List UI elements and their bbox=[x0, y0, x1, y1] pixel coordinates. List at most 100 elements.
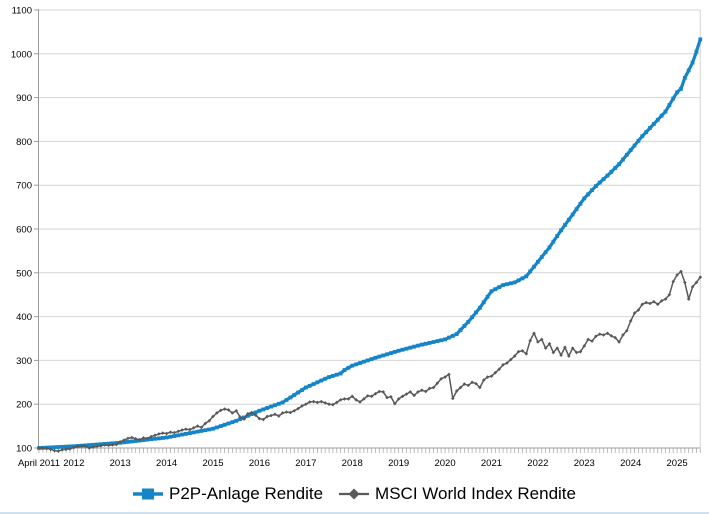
p2p-point-marker bbox=[91, 442, 96, 447]
y-tick-label: 500 bbox=[16, 268, 32, 279]
msci-point-marker bbox=[296, 406, 300, 411]
msci-point-marker bbox=[690, 285, 695, 289]
p2p-point-marker bbox=[288, 395, 293, 400]
p2p-point-marker bbox=[450, 333, 455, 338]
p2p-point-marker bbox=[180, 432, 184, 437]
p2p-point-marker bbox=[431, 340, 436, 344]
p2p-point-marker bbox=[470, 315, 475, 320]
msci-point-marker bbox=[389, 394, 393, 399]
msci-point-marker bbox=[342, 397, 347, 401]
p2p-point-marker bbox=[350, 363, 355, 368]
x-tick-label: 2023 bbox=[574, 458, 595, 469]
msci-point-marker bbox=[369, 394, 374, 399]
p2p-point-marker bbox=[207, 427, 212, 432]
x-tick-label: 2024 bbox=[620, 458, 641, 469]
p2p-point-marker bbox=[338, 371, 343, 376]
msci-point-marker bbox=[331, 402, 335, 407]
y-tick-label: 1100 bbox=[12, 6, 32, 17]
msci-point-marker bbox=[102, 443, 107, 447]
p2p-point-marker bbox=[164, 435, 169, 440]
p2p-point-marker bbox=[516, 278, 521, 283]
p2p-point-marker bbox=[257, 408, 262, 413]
p2p-point-marker bbox=[582, 196, 587, 201]
p2p-point-marker bbox=[539, 255, 544, 259]
p2p-point-marker bbox=[280, 400, 285, 405]
p2p-point-marker bbox=[253, 410, 258, 415]
p2p-point-marker bbox=[578, 201, 583, 206]
msci-point-marker bbox=[292, 408, 297, 413]
msci-point-marker bbox=[222, 407, 227, 411]
p2p-point-marker bbox=[296, 390, 301, 395]
x-tick-label: 2022 bbox=[527, 458, 548, 469]
msci-point-marker bbox=[466, 383, 471, 388]
p2p-point-marker bbox=[597, 180, 602, 185]
p2p-point-marker bbox=[601, 177, 606, 181]
msci-point-marker bbox=[276, 414, 281, 418]
msci-point-marker bbox=[652, 299, 656, 304]
msci-point-marker bbox=[524, 352, 529, 356]
p2p-point-marker bbox=[226, 421, 231, 426]
p2p-point-marker bbox=[593, 184, 598, 188]
chart-canvas: 100 200 300 400 500 600 700 800 900 1000 1100 April… bbox=[11, 6, 703, 469]
msci-point-marker bbox=[632, 311, 637, 315]
p2p-point-marker bbox=[659, 113, 664, 118]
p2p-point-marker bbox=[624, 152, 629, 157]
msci-point-marker bbox=[512, 354, 517, 358]
p2p-point-marker bbox=[686, 68, 691, 73]
p2p-point-marker bbox=[474, 310, 478, 315]
msci-point-marker bbox=[52, 448, 57, 453]
p2p-point-marker bbox=[203, 428, 208, 433]
p2p-point-marker bbox=[512, 280, 517, 285]
window-bottom-edge bbox=[0, 512, 709, 514]
p2p-point-marker bbox=[690, 60, 695, 65]
msci-point-marker bbox=[547, 341, 552, 346]
msci-point-marker bbox=[280, 411, 285, 415]
y-tick-label: 800 bbox=[16, 137, 32, 148]
msci-point-marker bbox=[99, 444, 103, 448]
p2p-point-marker bbox=[273, 403, 277, 408]
p2p-point-marker bbox=[361, 359, 366, 364]
msci-point-marker bbox=[311, 399, 316, 404]
p2p-point-marker bbox=[199, 429, 204, 433]
p2p-point-marker bbox=[307, 383, 312, 388]
msci-point-marker bbox=[307, 400, 312, 404]
p2p-point-marker bbox=[443, 337, 447, 342]
msci-point-marker bbox=[60, 447, 65, 452]
p2p-point-marker bbox=[311, 382, 316, 386]
msci-point-marker bbox=[164, 431, 169, 436]
p2p-point-marker bbox=[342, 368, 347, 372]
p2p-point-marker bbox=[698, 37, 703, 42]
msci-point-marker bbox=[594, 334, 598, 339]
msci-point-marker bbox=[578, 349, 583, 354]
msci-point-marker bbox=[199, 425, 204, 430]
msci-point-marker bbox=[625, 328, 629, 333]
msci-point-marker bbox=[207, 419, 211, 423]
p2p-point-marker bbox=[358, 361, 362, 365]
msci-point-marker bbox=[659, 299, 664, 303]
p2p-point-marker bbox=[489, 289, 494, 294]
p2p-point-marker bbox=[547, 245, 552, 250]
p2p-point-marker bbox=[172, 434, 177, 438]
msci-point-marker bbox=[489, 374, 494, 378]
p2p-point-marker bbox=[605, 173, 610, 178]
msci-point-marker bbox=[431, 385, 436, 390]
msci-point-marker bbox=[582, 344, 587, 348]
msci-point-marker bbox=[474, 381, 478, 386]
msci-point-marker bbox=[145, 436, 150, 441]
msci-point-marker bbox=[551, 350, 556, 355]
msci-point-marker bbox=[559, 353, 563, 357]
msci-point-marker bbox=[265, 414, 269, 419]
p2p-point-marker bbox=[300, 388, 304, 392]
msci-point-marker bbox=[249, 410, 254, 415]
msci-point-marker bbox=[338, 398, 343, 402]
p2p-point-marker bbox=[133, 439, 138, 443]
p2p-point-marker bbox=[408, 345, 413, 350]
msci-point-marker bbox=[68, 447, 72, 451]
msci-point-marker bbox=[218, 408, 223, 413]
p2p-point-marker bbox=[230, 420, 235, 425]
p2p-point-marker bbox=[520, 276, 525, 281]
p2p-point-marker bbox=[447, 335, 451, 340]
x-tick-label: 2020 bbox=[434, 458, 455, 469]
msci-point-marker bbox=[404, 392, 409, 396]
p2p-point-marker bbox=[648, 126, 652, 130]
